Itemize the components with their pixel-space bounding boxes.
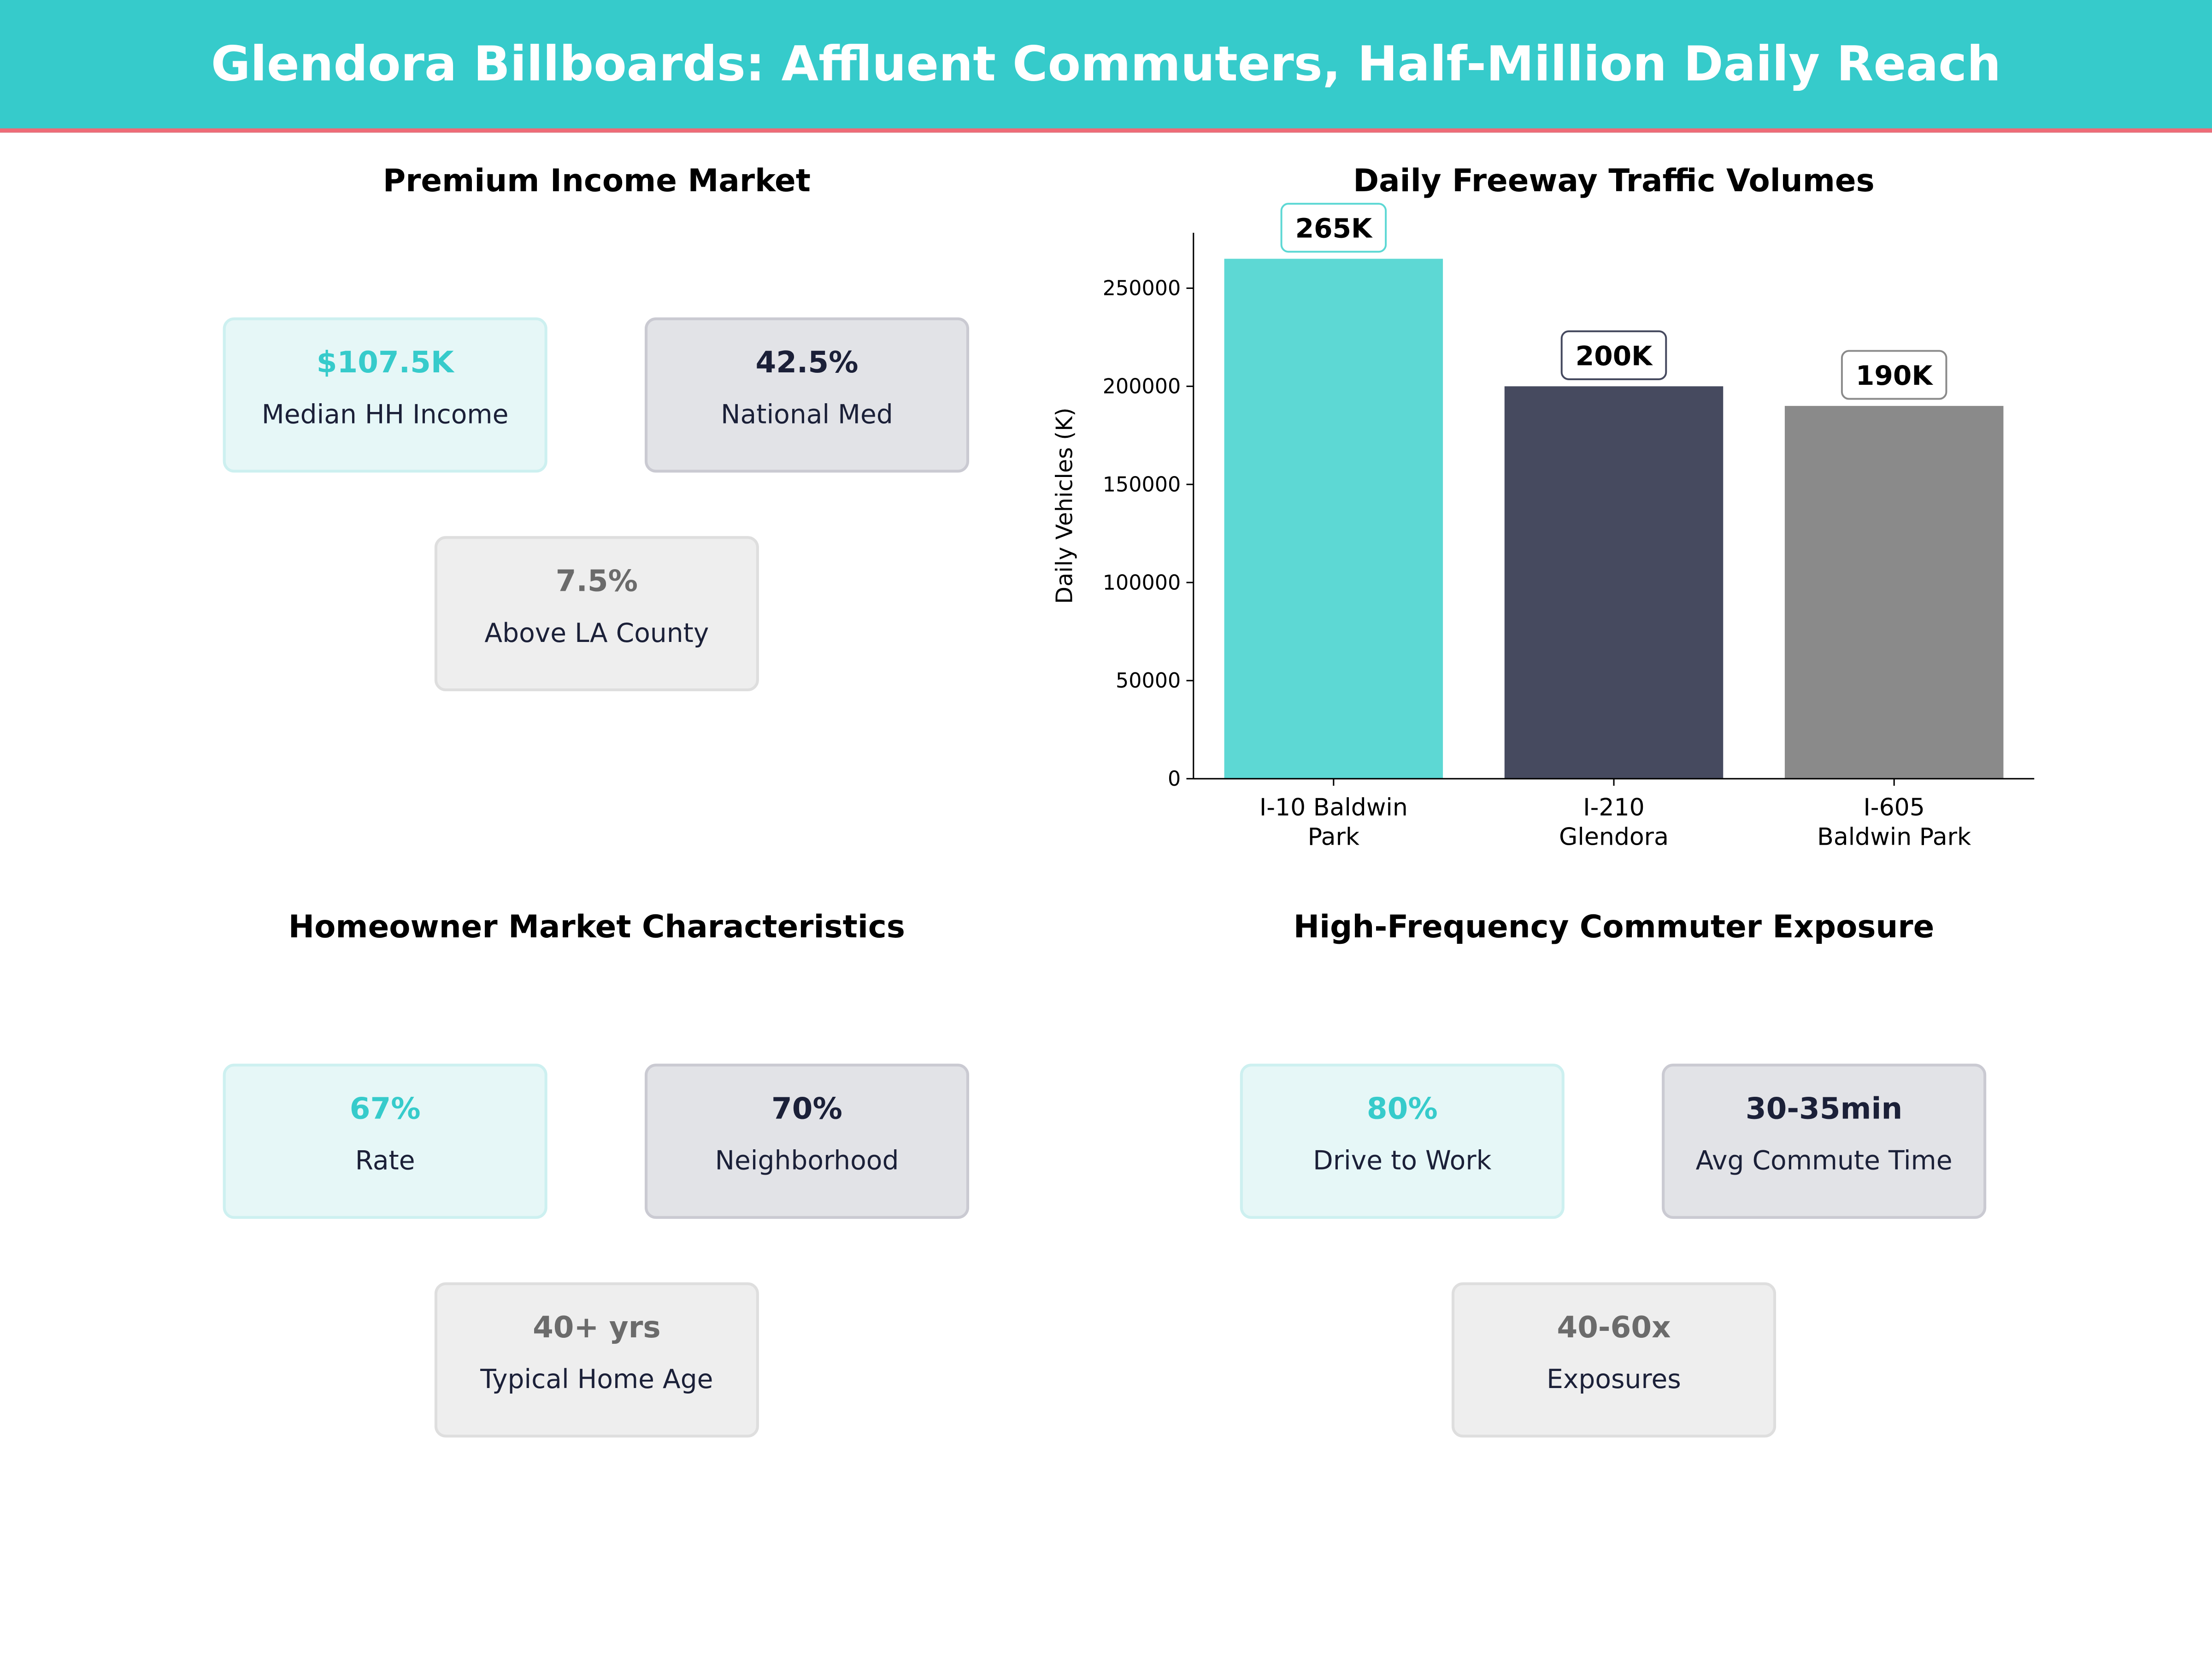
- data-label-box: [1560, 330, 1667, 380]
- data-label: 265K: [1295, 213, 1373, 244]
- data-label-box: [1841, 350, 1947, 400]
- card-value: 80%: [1366, 1092, 1438, 1126]
- card-label: National Med: [721, 400, 893, 430]
- y-tick-label: 100000: [1103, 571, 1181, 594]
- income-card-national: 42.5% National Med: [644, 317, 970, 473]
- bar: [1224, 259, 1443, 779]
- homeowner-card-neighborhood: 70% Neighborhood: [644, 1064, 970, 1219]
- x-tick-label: Glendora: [1559, 824, 1669, 851]
- header-banner: Glendora Billboards: Affluent Commuters,…: [0, 0, 2212, 133]
- card-value: 40+ yrs: [533, 1310, 661, 1345]
- y-tick-label: 250000: [1103, 277, 1181, 300]
- income-card-median: $107.5K Median HH Income: [223, 317, 547, 473]
- bar: [1504, 386, 1724, 779]
- data-label: 190K: [1856, 360, 1933, 391]
- y-tick-label: 50000: [1116, 669, 1181, 693]
- card-value: 70%: [771, 1092, 842, 1126]
- card-label: Drive to Work: [1313, 1147, 1492, 1177]
- homeowner-card-rate: 67% Rate: [223, 1064, 547, 1219]
- traffic-bar-chart: 265K I-10 Baldwin Park 200K I-210 Glendora 190…: [1052, 203, 2035, 851]
- x-tick-label: I-210: [1583, 794, 1644, 821]
- card-label: Rate: [355, 1147, 415, 1177]
- card-value: 40-60x: [1557, 1310, 1671, 1345]
- data-label-box: [1280, 203, 1387, 253]
- y-axis-label: Daily Vehicles (K): [1052, 407, 1078, 604]
- page-title: Glendora Billboards: Affluent Commuters,…: [211, 36, 2001, 93]
- card-label: Neighborhood: [715, 1147, 899, 1177]
- card-label: Exposures: [1547, 1365, 1681, 1395]
- card-value: 30-35min: [1745, 1092, 1903, 1126]
- x-tick-label: Park: [1308, 824, 1359, 851]
- card-label: Typical Home Age: [480, 1365, 713, 1395]
- bar: [1784, 406, 2004, 779]
- card-value: 42.5%: [755, 345, 859, 380]
- chart-title: Daily Freeway Traffic Volumes: [1353, 164, 1875, 200]
- x-tick-label: I-605: [1863, 794, 1924, 821]
- income-panel-title: Premium Income Market: [382, 164, 811, 200]
- income-card-la-county: 7.5% Above LA County: [434, 536, 759, 691]
- data-label: 200K: [1576, 340, 1653, 371]
- y-tick-label: 200000: [1103, 375, 1181, 399]
- y-tick-label: 150000: [1103, 473, 1181, 496]
- card-label: Above LA County: [484, 619, 709, 649]
- y-tick-label: 0: [1168, 767, 1181, 791]
- x-tick-label: I-10 Baldwin: [1259, 794, 1408, 821]
- card-label: Avg Commute Time: [1695, 1147, 1953, 1177]
- card-value: 7.5%: [555, 564, 638, 598]
- x-tick-label: Baldwin Park: [1817, 824, 1971, 851]
- homeowner-panel-title: Homeowner Market Characteristics: [288, 911, 905, 946]
- card-label: Median HH Income: [261, 400, 509, 430]
- card-value: 67%: [349, 1092, 421, 1126]
- commuter-card-exposures: 40-60x Exposures: [1451, 1282, 1777, 1438]
- commuter-panel-title: High-Frequency Commuter Exposure: [1293, 911, 1935, 946]
- commuter-card-commute-time: 30-35min Avg Commute Time: [1662, 1064, 1987, 1219]
- card-value: $107.5K: [316, 345, 454, 380]
- commuter-card-drive: 80% Drive to Work: [1240, 1064, 1565, 1219]
- homeowner-card-home-age: 40+ yrs Typical Home Age: [434, 1282, 759, 1438]
